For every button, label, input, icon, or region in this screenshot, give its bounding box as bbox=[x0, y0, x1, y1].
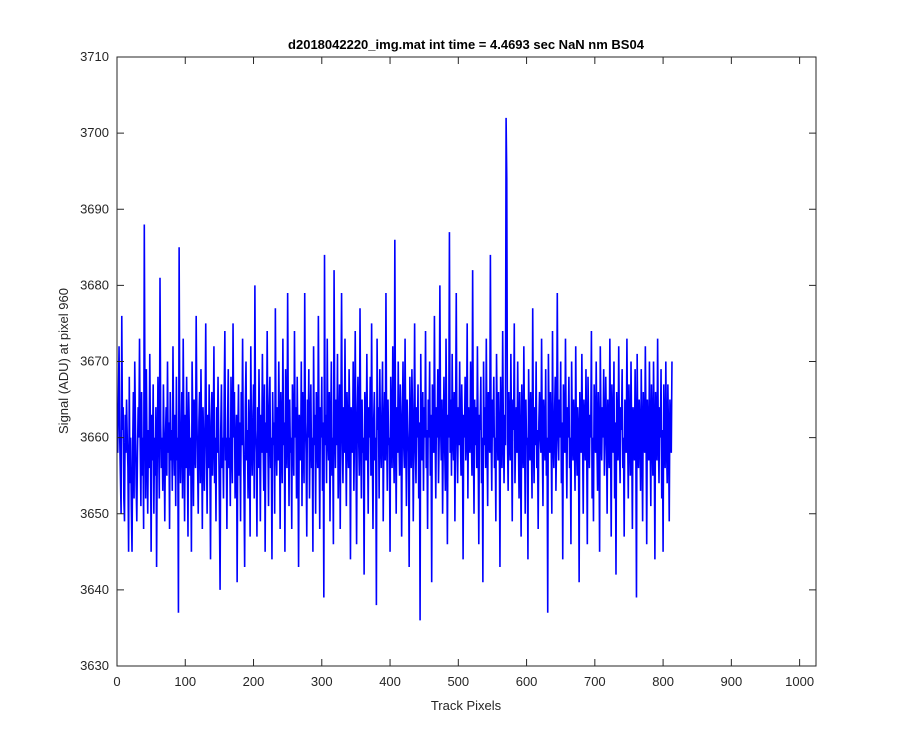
x-tick-label: 900 bbox=[721, 674, 743, 689]
y-tick-label: 3630 bbox=[80, 658, 109, 673]
chart-title: d2018042220_img.mat int time = 4.4693 se… bbox=[288, 37, 645, 52]
x-tick-label: 0 bbox=[113, 674, 120, 689]
x-tick-label: 100 bbox=[174, 674, 196, 689]
ticks-layer: 0 100 200 300 400 500 600 700 800 900 1000 3630 3640… bbox=[80, 49, 816, 689]
x-tick-label: 300 bbox=[311, 674, 333, 689]
y-tick-label: 3690 bbox=[80, 201, 109, 216]
x-axis-label: Track Pixels bbox=[431, 698, 502, 713]
series-line bbox=[116, 117, 673, 621]
series-layer bbox=[116, 117, 673, 621]
y-axis-label: Signal (ADU) at pixel 960 bbox=[56, 288, 71, 434]
y-tick-label: 3710 bbox=[80, 49, 109, 64]
x-tick-label: 500 bbox=[447, 674, 469, 689]
x-tick-label: 400 bbox=[379, 674, 401, 689]
y-tick-label: 3700 bbox=[80, 125, 109, 140]
y-tick-label: 3670 bbox=[80, 354, 109, 369]
x-tick-label: 700 bbox=[584, 674, 606, 689]
x-tick-label: 1000 bbox=[785, 674, 814, 689]
y-tick-label: 3680 bbox=[80, 277, 109, 292]
x-tick-label: 600 bbox=[516, 674, 538, 689]
y-tick-label: 3640 bbox=[80, 582, 109, 597]
y-tick-label: 3660 bbox=[80, 430, 109, 445]
axes-box bbox=[116, 56, 817, 667]
x-tick-label: 800 bbox=[652, 674, 674, 689]
y-tick-label: 3650 bbox=[80, 506, 109, 521]
x-tick-label: 200 bbox=[243, 674, 265, 689]
